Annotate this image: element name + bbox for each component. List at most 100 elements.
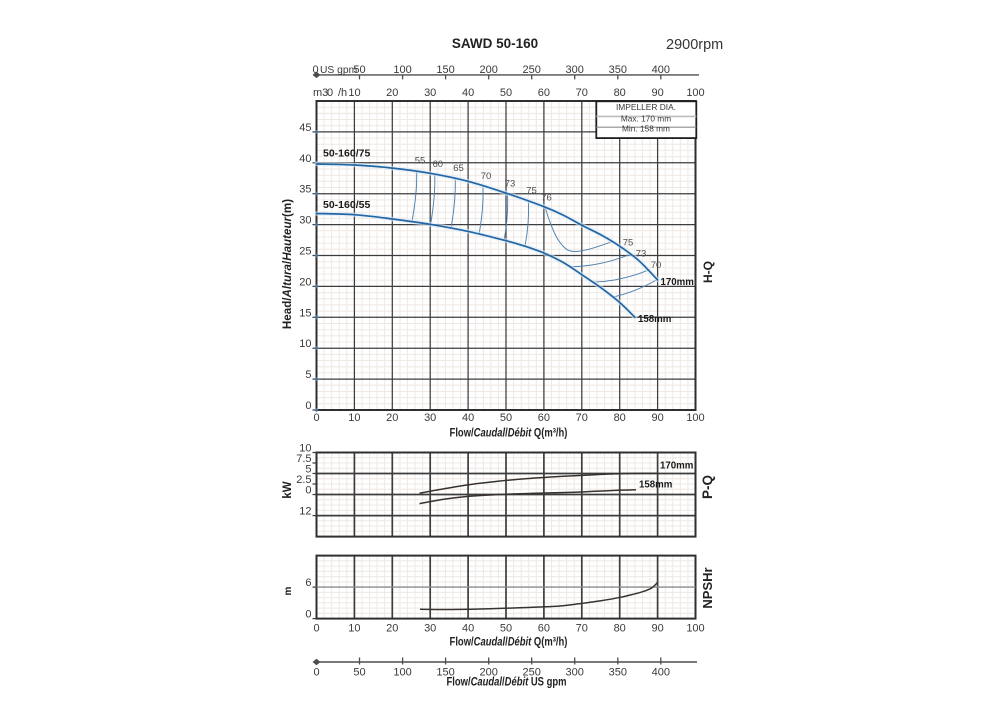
svg-text:350: 350: [609, 667, 627, 679]
svg-text:200: 200: [480, 667, 498, 679]
svg-text:0: 0: [327, 87, 333, 99]
svg-text:65: 65: [453, 163, 464, 174]
svg-text:30: 30: [424, 623, 436, 635]
svg-text:10: 10: [299, 443, 311, 455]
svg-text:90: 90: [651, 87, 663, 99]
svg-text:30: 30: [424, 412, 436, 424]
svg-text:70: 70: [576, 623, 588, 635]
svg-text:158mm: 158mm: [639, 480, 673, 491]
svg-text:12: 12: [299, 506, 311, 518]
svg-text:0: 0: [305, 485, 311, 497]
svg-text:90: 90: [651, 623, 663, 635]
svg-text:50: 50: [500, 623, 512, 635]
svg-text:73: 73: [636, 249, 647, 260]
svg-text:20: 20: [386, 623, 398, 635]
svg-text:kW: kW: [282, 481, 294, 498]
svg-text:2.5: 2.5: [296, 474, 311, 486]
svg-text:50: 50: [353, 667, 365, 679]
svg-text:Flow/Caudal/Débit Q(m³/h): Flow/Caudal/Débit Q(m³/h): [450, 636, 568, 649]
svg-text:50: 50: [353, 64, 365, 76]
svg-text:5: 5: [305, 464, 311, 476]
svg-text:350: 350: [609, 64, 627, 76]
svg-text:100: 100: [393, 667, 411, 679]
svg-text:35: 35: [299, 184, 311, 196]
svg-text:250: 250: [523, 64, 541, 76]
svg-text:20: 20: [299, 276, 311, 288]
svg-text:400: 400: [652, 667, 670, 679]
svg-text:20: 20: [386, 87, 398, 99]
svg-text:250: 250: [523, 667, 541, 679]
svg-text:60: 60: [538, 412, 550, 424]
svg-text:90: 90: [651, 412, 663, 424]
svg-text:70: 70: [576, 412, 588, 424]
svg-text:75: 75: [623, 238, 634, 249]
svg-text:400: 400: [652, 64, 670, 76]
svg-text:76: 76: [541, 193, 552, 204]
svg-text:H-Q: H-Q: [701, 261, 715, 283]
svg-text:0: 0: [305, 400, 311, 412]
svg-text:170mm: 170mm: [661, 277, 695, 288]
svg-text:/h: /h: [338, 87, 347, 99]
svg-text:10: 10: [299, 338, 311, 350]
svg-text:m: m: [283, 586, 294, 595]
svg-text:Flow/Caudal/Débit Q(m³/h): Flow/Caudal/Débit Q(m³/h): [450, 427, 568, 440]
svg-text:0: 0: [313, 667, 319, 679]
svg-text:m3: m3: [313, 87, 328, 99]
svg-text:80: 80: [614, 87, 626, 99]
svg-text:6: 6: [305, 577, 311, 589]
svg-text:170mm: 170mm: [660, 460, 694, 471]
svg-text:10: 10: [348, 412, 360, 424]
svg-text:40: 40: [462, 623, 474, 635]
svg-text:73: 73: [505, 179, 516, 190]
svg-text:0: 0: [305, 609, 311, 621]
svg-text:50: 50: [500, 87, 512, 99]
svg-text:Min. 158 mm: Min. 158 mm: [622, 124, 670, 134]
svg-text:70: 70: [651, 260, 662, 271]
svg-text:60: 60: [538, 623, 550, 635]
svg-text:30: 30: [299, 215, 311, 227]
svg-text:2900rpm: 2900rpm: [666, 37, 723, 53]
svg-text:50: 50: [500, 412, 512, 424]
svg-text:45: 45: [299, 122, 311, 134]
svg-text:IMPELLER DIA.: IMPELLER DIA.: [616, 102, 676, 112]
svg-text:P-Q: P-Q: [700, 475, 715, 499]
svg-text:70: 70: [576, 87, 588, 99]
svg-text:300: 300: [566, 64, 584, 76]
svg-text:NPSHr: NPSHr: [700, 567, 715, 608]
svg-text:50-160/75: 50-160/75: [323, 148, 370, 160]
svg-text:Head/Altura/Hauteur(m): Head/Altura/Hauteur(m): [281, 199, 294, 329]
svg-text:40: 40: [299, 153, 311, 165]
svg-text:0: 0: [313, 412, 319, 424]
svg-text:75: 75: [526, 186, 537, 197]
svg-text:100: 100: [686, 623, 704, 635]
svg-text:100: 100: [686, 412, 704, 424]
svg-text:100: 100: [686, 87, 704, 99]
svg-text:150: 150: [436, 64, 454, 76]
svg-text:7.5: 7.5: [296, 453, 311, 465]
svg-text:200: 200: [480, 64, 498, 76]
svg-text:80: 80: [614, 412, 626, 424]
svg-text:20: 20: [386, 412, 398, 424]
svg-text:SAWD 50-160: SAWD 50-160: [452, 36, 538, 51]
svg-text:150: 150: [436, 667, 454, 679]
svg-text:60: 60: [433, 159, 444, 170]
svg-text:25: 25: [299, 246, 311, 258]
svg-text:158mm: 158mm: [638, 314, 672, 325]
svg-text:300: 300: [566, 667, 584, 679]
svg-text:40: 40: [462, 412, 474, 424]
svg-text:0: 0: [313, 64, 319, 76]
svg-text:0: 0: [313, 623, 319, 635]
svg-text:Flow/Caudal/Débit US gpm: Flow/Caudal/Débit US gpm: [447, 676, 567, 689]
svg-text:55: 55: [415, 156, 426, 167]
svg-text:Max. 170 mm: Max. 170 mm: [621, 114, 671, 124]
svg-text:80: 80: [614, 623, 626, 635]
svg-text:5: 5: [305, 369, 311, 381]
svg-text:US gpm: US gpm: [320, 65, 357, 76]
svg-text:10: 10: [348, 87, 360, 99]
svg-text:30: 30: [424, 87, 436, 99]
svg-text:100: 100: [393, 64, 411, 76]
svg-text:10: 10: [348, 623, 360, 635]
svg-text:70: 70: [481, 171, 492, 182]
svg-text:40: 40: [462, 87, 474, 99]
svg-text:60: 60: [538, 87, 550, 99]
